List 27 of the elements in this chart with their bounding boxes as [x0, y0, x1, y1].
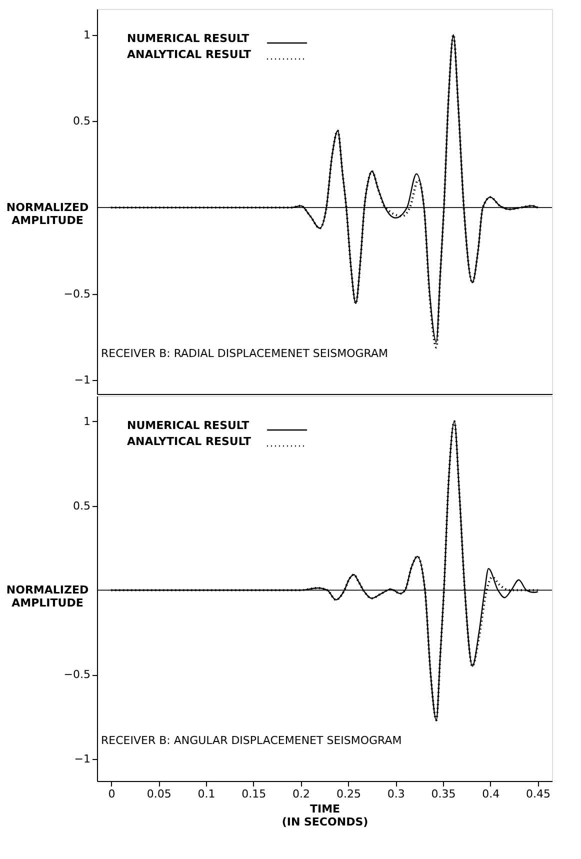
- y-tick-label: −0.5: [64, 668, 90, 682]
- y-tick-label: −1: [74, 374, 90, 387]
- y-tick-label: 0.5: [73, 114, 90, 128]
- x-tick-label: 0.25: [336, 788, 361, 800]
- x-axis-title: TIME (IN SECONDS): [282, 802, 368, 828]
- annotation: RECEIVER B: RADIAL DISPLACEMENET SEISMOGRAM: [101, 347, 388, 360]
- legend-label: NUMERICAL RESULT: [127, 419, 250, 432]
- y-tick-label: 0.5: [73, 499, 90, 512]
- x-tick-label: 0.15: [242, 788, 266, 800]
- y-tick-label: −1: [74, 752, 90, 766]
- y-axis-title: NORMALIZED AMPLITUDE: [6, 584, 89, 610]
- x-tick-label: 0.05: [146, 788, 172, 800]
- annotation: RECEIVER B: ANGULAR DISPLACEMENET SEISMOGRAM: [101, 734, 402, 747]
- x-tick-label: 0.35: [431, 788, 456, 800]
- x-tick-label: 0.45: [526, 788, 551, 800]
- legend-label: ANALYTICAL RESULT: [127, 48, 252, 61]
- x-tick-label: 0: [108, 788, 116, 800]
- legend-label: NUMERICAL RESULT: [127, 32, 250, 45]
- y-tick-label: 1: [84, 414, 90, 428]
- x-tick-label: 0.4: [482, 788, 500, 800]
- x-tick-label: 0.3: [387, 788, 405, 800]
- y-tick-label: 1: [84, 28, 90, 42]
- x-tick-label: 0.2: [292, 788, 310, 800]
- legend-label: ANALYTICAL RESULT: [127, 435, 252, 448]
- x-tick-label: 0.1: [198, 788, 216, 800]
- y-axis-title: NORMALIZED AMPLITUDE: [6, 201, 89, 228]
- y-tick-label: −0.5: [64, 287, 90, 300]
